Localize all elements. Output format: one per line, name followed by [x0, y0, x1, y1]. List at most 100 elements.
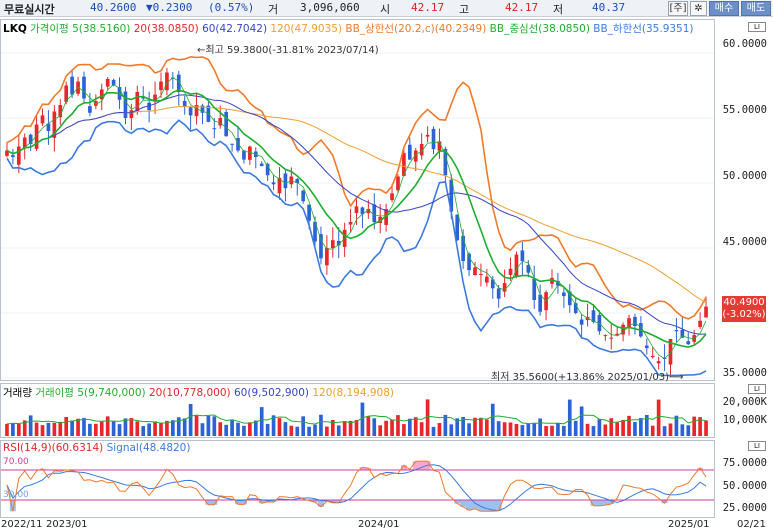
candle-body[interactable]	[573, 303, 578, 313]
candle-body[interactable]	[437, 141, 442, 151]
volume-bar[interactable]	[597, 419, 602, 436]
candle-body[interactable]	[656, 361, 661, 364]
candle-body[interactable]	[413, 150, 418, 162]
candle-body[interactable]	[538, 294, 542, 312]
volume-bar[interactable]	[603, 424, 608, 436]
candle-body[interactable]	[212, 128, 217, 130]
volume-bar[interactable]	[532, 422, 537, 436]
volume-bar[interactable]	[70, 420, 74, 436]
candle-body[interactable]	[11, 155, 15, 157]
volume-bar[interactable]	[99, 421, 104, 436]
volume-scale-toggle[interactable]: LI	[748, 384, 766, 394]
candle-body[interactable]	[627, 318, 631, 329]
volume-bar[interactable]	[82, 417, 86, 436]
volume-bar[interactable]	[514, 423, 519, 436]
volume-bar[interactable]	[22, 420, 27, 436]
gear-icon[interactable]: ✲	[690, 1, 707, 16]
candle-body[interactable]	[479, 274, 483, 275]
volume-bar[interactable]	[230, 419, 234, 436]
volume-bar[interactable]	[313, 424, 317, 436]
volume-bar[interactable]	[141, 426, 146, 436]
candle-body[interactable]	[698, 320, 702, 327]
candle-body[interactable]	[425, 134, 430, 137]
candle-body[interactable]	[484, 276, 489, 283]
candle-body[interactable]	[419, 144, 424, 156]
candle-body[interactable]	[449, 179, 454, 212]
candle-body[interactable]	[372, 204, 377, 222]
volume-bar[interactable]	[265, 423, 270, 436]
buy-button[interactable]: 매수	[709, 1, 739, 16]
volume-bar[interactable]	[544, 426, 548, 436]
volume-bar[interactable]	[5, 423, 9, 436]
candle-body[interactable]	[147, 102, 151, 111]
candle-body[interactable]	[265, 163, 270, 176]
volume-bar[interactable]	[419, 422, 424, 436]
candle-body[interactable]	[704, 306, 708, 318]
volume-bar[interactable]	[248, 422, 252, 436]
volume-bar[interactable]	[384, 420, 388, 436]
candle-body[interactable]	[336, 240, 341, 246]
volume-bar[interactable]	[117, 424, 122, 436]
candle-body[interactable]	[508, 268, 513, 275]
volume-bar[interactable]	[153, 421, 157, 436]
volume-bar[interactable]	[390, 419, 394, 436]
candle-body[interactable]	[242, 150, 246, 160]
volume-bar[interactable]	[147, 423, 151, 436]
candle-body[interactable]	[615, 333, 620, 336]
volume-bar[interactable]	[633, 422, 637, 436]
candle-body[interactable]	[550, 277, 554, 284]
volume-bar[interactable]	[668, 423, 673, 436]
volume-bar[interactable]	[378, 425, 383, 436]
volume-bar[interactable]	[567, 399, 572, 436]
volume-bar[interactable]	[283, 422, 288, 436]
volume-bar[interactable]	[206, 415, 211, 436]
volume-bar[interactable]	[16, 423, 21, 436]
volume-bar[interactable]	[93, 423, 98, 436]
candle-body[interactable]	[176, 74, 181, 92]
candle-body[interactable]	[609, 337, 614, 339]
candle-body[interactable]	[200, 105, 205, 113]
volume-bar[interactable]	[236, 422, 240, 436]
candle-body[interactable]	[402, 153, 406, 176]
volume-bar[interactable]	[484, 419, 489, 436]
candle-body[interactable]	[248, 146, 252, 160]
candle-body[interactable]	[289, 176, 294, 185]
candle-body[interactable]	[159, 81, 163, 91]
volume-bar[interactable]	[34, 422, 39, 436]
candle-body[interactable]	[165, 72, 169, 91]
candle-body[interactable]	[224, 111, 229, 137]
volume-bar[interactable]	[455, 418, 460, 436]
rsi-scale-toggle[interactable]: LI	[748, 441, 766, 451]
candle-body[interactable]	[88, 106, 92, 113]
candle-body[interactable]	[295, 179, 300, 183]
candle-body[interactable]	[360, 207, 365, 215]
volume-bar[interactable]	[212, 416, 217, 436]
volume-bar[interactable]	[307, 426, 311, 436]
volume-bar[interactable]	[479, 417, 483, 436]
price-chart-panel[interactable]: LKQ 가격이평 5(38.5160) 20(38.0850) 60(42.70…	[0, 19, 715, 383]
volume-bar[interactable]	[301, 416, 306, 436]
candle-body[interactable]	[325, 248, 329, 266]
candle-body[interactable]	[105, 79, 110, 87]
volume-bar[interactable]	[698, 417, 702, 436]
volume-bar[interactable]	[372, 418, 377, 436]
volume-bar[interactable]	[64, 416, 69, 436]
volume-bar[interactable]	[40, 425, 45, 436]
volume-bar[interactable]	[105, 416, 110, 436]
candle-body[interactable]	[455, 214, 460, 241]
volume-bar[interactable]	[348, 420, 353, 436]
volume-bar[interactable]	[425, 399, 430, 436]
volume-bar[interactable]	[88, 423, 92, 436]
candle-body[interactable]	[650, 355, 655, 358]
volume-bar[interactable]	[467, 423, 471, 436]
candle-body[interactable]	[99, 89, 104, 100]
volume-bar[interactable]	[627, 415, 631, 436]
volume-bar[interactable]	[242, 425, 246, 436]
volume-bar[interactable]	[461, 416, 465, 436]
candle-body[interactable]	[129, 110, 134, 119]
volume-bar[interactable]	[686, 425, 691, 436]
volume-bar[interactable]	[609, 418, 614, 436]
volume-bar[interactable]	[336, 425, 341, 436]
volume-bar[interactable]	[437, 423, 442, 436]
volume-bar[interactable]	[325, 426, 329, 436]
